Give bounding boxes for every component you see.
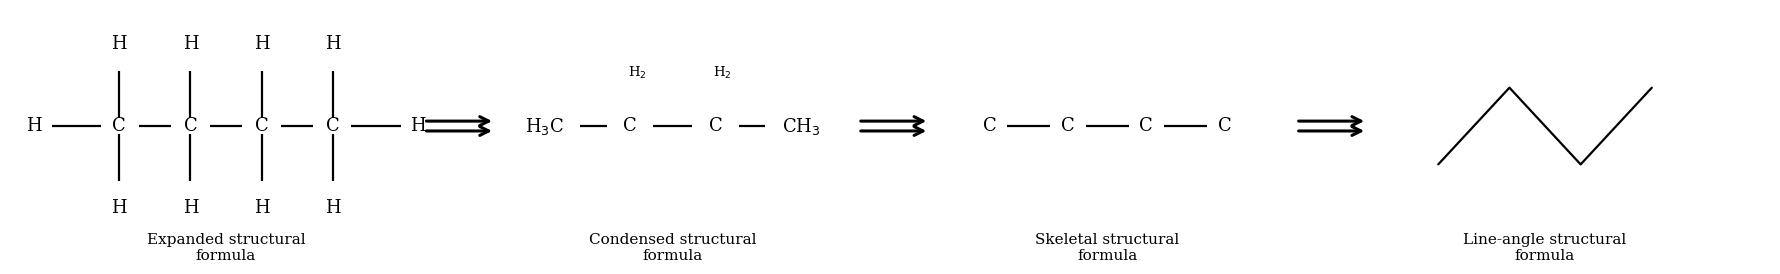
Text: H: H [411, 117, 425, 135]
Text: H: H [112, 199, 126, 217]
Text: C: C [326, 117, 340, 135]
Text: C: C [983, 117, 997, 135]
Text: H: H [255, 35, 269, 53]
Text: C: C [255, 117, 269, 135]
Text: C: C [1139, 117, 1153, 135]
Text: H$_2$: H$_2$ [628, 65, 646, 81]
Text: C: C [708, 117, 723, 135]
Text: H: H [326, 35, 340, 53]
Text: C: C [1218, 117, 1232, 135]
Text: H: H [183, 199, 198, 217]
Text: Skeletal structural
formula: Skeletal structural formula [1034, 233, 1180, 263]
Text: H$_3$C: H$_3$C [525, 116, 564, 136]
Text: H: H [27, 117, 41, 135]
Text: Expanded structural
formula: Expanded structural formula [146, 233, 306, 263]
Text: C: C [1061, 117, 1075, 135]
Text: C: C [112, 117, 126, 135]
Text: H: H [112, 35, 126, 53]
Text: Condensed structural
formula: Condensed structural formula [589, 233, 756, 263]
Text: H: H [183, 35, 198, 53]
Text: Line-angle structural
formula: Line-angle structural formula [1463, 233, 1627, 263]
Text: H: H [326, 199, 340, 217]
Text: C: C [183, 117, 198, 135]
Text: H$_2$: H$_2$ [714, 65, 732, 81]
Text: H: H [255, 199, 269, 217]
Text: CH$_3$: CH$_3$ [781, 116, 821, 136]
Text: C: C [623, 117, 637, 135]
